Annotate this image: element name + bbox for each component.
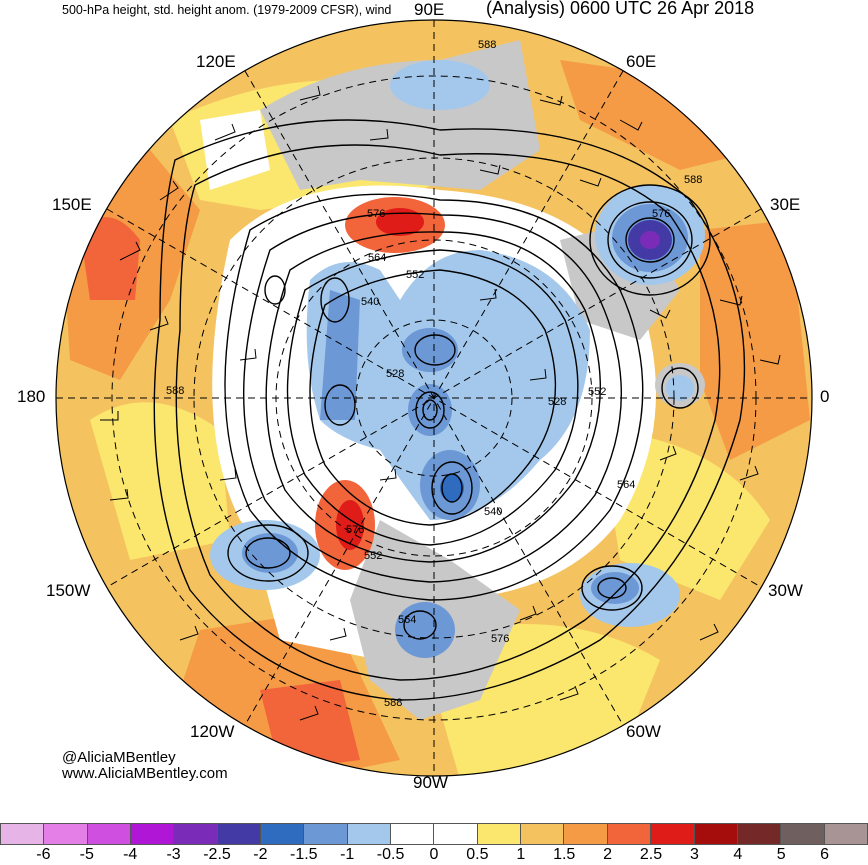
colorbar-swatch: [781, 823, 825, 845]
contour-label: 552: [406, 269, 424, 281]
colorbar-swatch: [521, 823, 565, 845]
colorbar-tick-label: 1: [516, 846, 526, 863]
colorbar-tick-label: -4: [123, 846, 138, 863]
contour-label: 552: [588, 386, 606, 398]
polar-map: 588 588 576 576 564 552 540 528 528 552 …: [55, 19, 813, 777]
lon-label-0: 0: [820, 387, 830, 406]
colorbar-tick-label: -2.5: [203, 846, 231, 863]
anom-ridge-alaska-core: [336, 500, 364, 550]
map-border: [55, 19, 813, 777]
contour-label: 576: [346, 524, 364, 536]
colorbar-tick-label: 2.5: [639, 846, 663, 863]
lon-label-120w: 120W: [190, 722, 235, 741]
lon-label-150e: 150E: [52, 195, 92, 214]
lon-label-30w: 30W: [768, 581, 803, 600]
colorbar-swatch: [131, 823, 175, 845]
colorbar-tick-label: 0: [429, 846, 439, 863]
colorbar-swatch: [174, 823, 218, 845]
colorbar-ticks: -6 -5 -4 -3 -2.5 -2 -1.5 -1 -0.5 0 0.5 1 1.5 2 2.5 3 4 5 6: [0, 846, 868, 865]
lon-label-90w: 90W: [413, 773, 448, 792]
contour-label: 588: [478, 39, 496, 51]
anom-neutral-nw: [200, 110, 270, 190]
contour-label: 564: [368, 252, 386, 264]
colorbar-swatch: [607, 823, 652, 845]
anom-neg-nwrussia: [402, 328, 458, 372]
colorbar-swatch: [87, 823, 132, 845]
contour-label: 576: [652, 208, 670, 220]
colorbar-swatch: [824, 823, 868, 845]
anom-neg-north: [390, 60, 490, 110]
anom-neg-pole: [408, 384, 452, 436]
lon-label-90e: 90E: [414, 0, 445, 19]
colorbar-tick-label: 1.5: [553, 846, 576, 863]
colorbar-swatch: [477, 823, 522, 845]
contour-label: 588: [684, 174, 702, 186]
anom-neg-greenland-core: [440, 474, 464, 502]
colorbar-swatch: [651, 823, 695, 845]
contour-label: 564: [617, 479, 635, 491]
contour-label: 588: [384, 697, 402, 709]
colorbar-tick-label: 2: [603, 846, 613, 863]
contour-label: 540: [361, 296, 379, 308]
colorbar-tick-label: 6: [820, 846, 830, 863]
contour-label: 528: [548, 396, 566, 408]
lon-label-30e: 30E: [770, 195, 801, 214]
colorbar-swatch: [434, 823, 478, 845]
contour-label: 576: [491, 633, 509, 645]
lon-label-180: 180: [17, 387, 46, 406]
colorbar-swatch: [347, 823, 392, 845]
colorbar-tick-label: -1.5: [290, 846, 318, 863]
colorbar-swatch: [217, 823, 262, 845]
anom-yellow-e: [600, 430, 770, 600]
colorbar-tick-label: -5: [79, 846, 94, 863]
height-contours: [153, 119, 746, 701]
lon-label-150w: 150W: [46, 581, 91, 600]
contour-labels: 588 588 576 576 564 552 540 528 528 552 …: [166, 39, 702, 709]
author-website: www.AliciaMBentley.com: [62, 765, 228, 782]
colorbar-tick-label: 3: [689, 846, 699, 863]
analysis-time: (Analysis) 0600 UTC 26 Apr 2018: [486, 0, 755, 18]
colorbar-tick-label: -2: [253, 846, 268, 863]
anom-neg-usa: [395, 602, 455, 658]
graticule: [56, 20, 812, 776]
colorbar-swatch: [0, 823, 45, 845]
colorbar-tick-label: 0.5: [466, 846, 489, 863]
colorbar-swatch: [391, 823, 435, 845]
anom-ridge-siberia-core: [376, 208, 424, 236]
colorbar-swatch: [737, 823, 782, 845]
colorbar-tick-label: -1: [340, 846, 355, 863]
author-handle: @AliciaMBentley: [62, 749, 176, 766]
lon-label-120e: 120E: [196, 52, 236, 71]
wind-barbs: [100, 85, 781, 721]
anom-pos-east: [700, 220, 810, 460]
contour-label: 564: [398, 614, 416, 626]
colorbar-tick-label: -3: [166, 846, 181, 863]
contour-label: 552: [364, 550, 382, 562]
anom-neg-europe-core: [640, 231, 660, 249]
anom-yellow-w: [90, 402, 230, 560]
colorbar-swatch: [44, 823, 88, 845]
anom-neg-arctic-mid: [320, 290, 360, 420]
contour-label: 528: [386, 368, 404, 380]
anom-neg-africa-core: [666, 375, 694, 401]
anom-pos-west-core: [80, 217, 140, 300]
colorbar-swatch: [261, 823, 305, 845]
colorbar: [0, 823, 868, 845]
lon-label-60e: 60E: [626, 52, 657, 71]
anom-pos-ne: [560, 60, 760, 170]
contour-label: 588: [166, 385, 184, 397]
colorbar-swatch: [304, 823, 348, 845]
contour-label: 540: [484, 506, 502, 518]
contour-label: 576: [367, 208, 385, 220]
lon-label-60w: 60W: [626, 722, 661, 741]
colorbar-swatch: [564, 823, 608, 845]
colorbar-swatch: [694, 823, 738, 845]
colorbar-tick-label: -0.5: [376, 846, 405, 863]
colorbar-tick-label: 5: [776, 846, 786, 863]
anom-neg-arctic: [306, 250, 590, 520]
colorbar-tick-label: 4: [733, 846, 743, 863]
chart-title: 500-hPa height, std. height anom. (1979-…: [62, 3, 392, 17]
colorbar-tick-label: -6: [36, 846, 51, 863]
